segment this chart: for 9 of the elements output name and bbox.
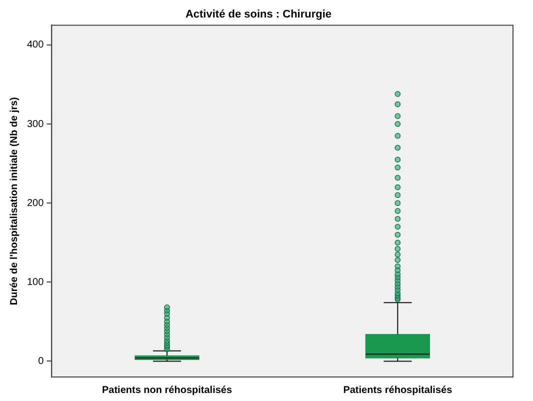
y-tick-label: 0	[38, 356, 44, 367]
x-tick-label: Patients non réhospitalisés	[102, 384, 232, 396]
y-tick-label: 300	[26, 118, 44, 130]
y-tick-label: 200	[26, 198, 44, 209]
chart-title: Activité de soins : Chirurgie	[185, 8, 332, 21]
y-tick-label: 100	[26, 276, 44, 288]
y-axis-title: Durée de l'hospitalisation initiale (Nb de jrs)	[8, 97, 20, 306]
y-tick-label: 400	[26, 40, 44, 51]
x-tick-label: Patients réhospitalisés	[343, 384, 453, 396]
